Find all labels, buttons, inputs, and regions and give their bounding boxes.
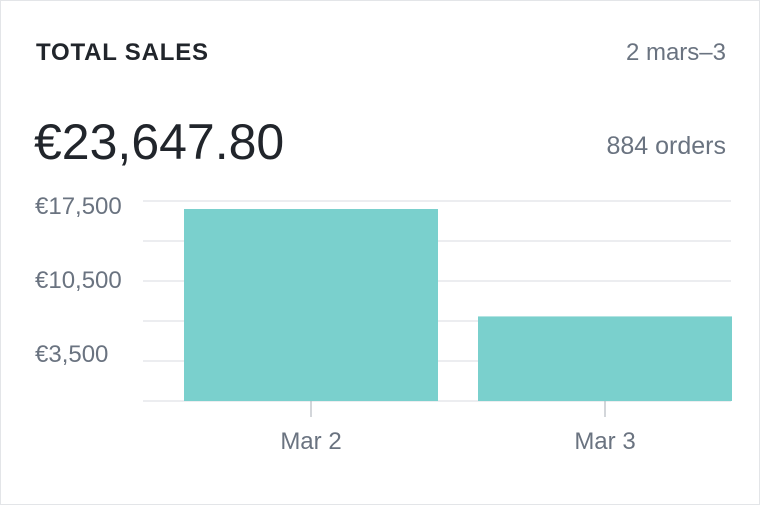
- orders-count: 884 orders: [606, 132, 726, 160]
- bar: [184, 209, 438, 401]
- x-tick-label: Mar 2: [280, 428, 341, 455]
- bar: [478, 316, 732, 401]
- y-tick-label: €10,500: [35, 267, 122, 294]
- date-range: 2 mars–3: [625, 39, 726, 66]
- x-tick-label: Mar 3: [574, 428, 635, 455]
- total-sales-value: €23,647.80: [34, 114, 285, 170]
- card-title: TOTAL SALES: [36, 39, 209, 66]
- y-tick-label: €17,500: [35, 193, 122, 220]
- y-tick-label: €3,500: [35, 341, 108, 368]
